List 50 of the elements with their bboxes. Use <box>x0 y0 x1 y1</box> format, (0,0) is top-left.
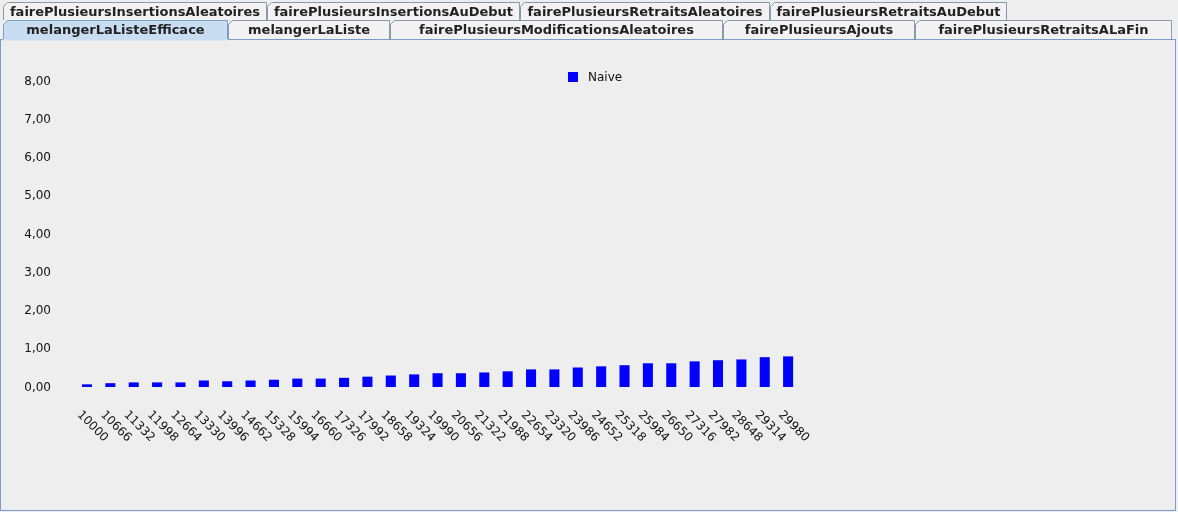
bar <box>549 369 560 387</box>
bar <box>526 369 537 387</box>
bar <box>619 365 630 387</box>
bar <box>292 378 303 387</box>
bar <box>479 372 490 387</box>
y-tick-label: 4,00 <box>24 226 51 241</box>
text: fairePlusieursRetraitsALaFin <box>938 22 1149 37</box>
bar <box>596 366 607 387</box>
bar <box>175 382 186 387</box>
y-tick-label: 2,00 <box>24 303 51 317</box>
bar <box>245 380 256 387</box>
y-tick-label: 0,00 <box>24 379 51 394</box>
chart-title: melangerLaListeEfficace <box>26 22 205 37</box>
bar <box>783 356 794 387</box>
y-tick-label: 6,00 <box>24 150 51 164</box>
y-tick-label: 3,00 <box>24 264 51 279</box>
y-tick-label: 8,00 <box>24 73 51 88</box>
text: fairePlusieursRetraitsAleatoires <box>527 3 763 19</box>
bar <box>268 379 279 387</box>
bar <box>198 380 209 387</box>
y-tick-label: 1,00 <box>24 341 51 356</box>
bar <box>572 367 583 387</box>
text: melangerLaListe <box>248 22 371 37</box>
bar <box>315 378 326 387</box>
text: fairePlusieursModificationsAleatoires <box>419 22 695 37</box>
bar <box>152 382 163 387</box>
bar <box>362 376 373 387</box>
bar <box>455 373 466 387</box>
bar <box>642 363 653 387</box>
bar <box>409 374 420 387</box>
bar <box>105 383 116 387</box>
bar <box>128 382 139 387</box>
text: fairePlusieursRetraitsAuDebut <box>776 3 1001 19</box>
text: fairePlusieursInsertionsAuDebut <box>273 3 514 19</box>
bar <box>689 361 700 387</box>
bar <box>759 357 770 387</box>
bar <box>502 371 513 387</box>
legend-label: Naive <box>588 69 623 84</box>
bar <box>339 377 350 387</box>
bar <box>385 375 396 387</box>
text: fairePlusieursInsertionsAleatoires <box>9 3 261 19</box>
bar <box>222 381 233 387</box>
bar <box>712 360 724 387</box>
y-tick-label: 5,00 <box>24 188 51 203</box>
y-tick-label: 7,00 <box>24 111 51 126</box>
bar <box>81 384 93 387</box>
bar <box>736 359 747 387</box>
bar <box>666 363 677 387</box>
bar <box>432 373 443 387</box>
text: fairePlusieursAjouts <box>744 22 894 37</box>
